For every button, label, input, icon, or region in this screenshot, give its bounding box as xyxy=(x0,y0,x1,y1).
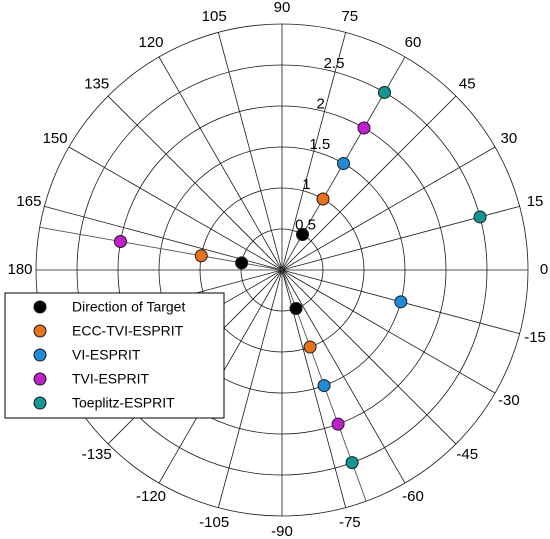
radial-tick-label: 1.5 xyxy=(309,136,330,153)
grid-spoke xyxy=(281,146,496,271)
angle-tick-label: 105 xyxy=(202,8,227,25)
legend-label: TVI-ESPRIT xyxy=(72,371,149,387)
legend-label: VI-ESPRIT xyxy=(72,347,141,363)
grid-spoke xyxy=(281,95,457,271)
legend-items: Direction of Target ECC-TVI-ESPRIT VI-ESPR… xyxy=(33,299,185,411)
angle-tick-label: 75 xyxy=(341,8,358,25)
grid-spoke xyxy=(281,269,496,394)
data-point xyxy=(303,340,317,354)
data-point xyxy=(357,121,371,135)
data-point xyxy=(473,210,487,224)
grid-spoke xyxy=(107,95,283,271)
radial-tick-label: 2.5 xyxy=(324,55,345,72)
angle-tick-label: 60 xyxy=(405,34,422,51)
angle-tick-label: 15 xyxy=(527,193,544,210)
angle-tick-label: 180 xyxy=(7,261,32,278)
data-point xyxy=(113,235,127,249)
angle-tick-label: -30 xyxy=(498,392,520,409)
data-point xyxy=(289,302,303,316)
grid-spoke xyxy=(68,146,283,271)
angle-labels: 0 15 30 45 60 75 90 105 120 135 150 165 180 -135 -120 -… xyxy=(7,0,548,539)
radial-labels: 0.511.522.5 xyxy=(295,55,344,234)
legend-marker xyxy=(33,396,47,410)
legend-label: ECC-TVI-ESPRIT xyxy=(72,323,184,339)
angle-tick-label: -75 xyxy=(339,514,361,531)
legend-marker xyxy=(33,372,47,386)
data-point xyxy=(317,379,331,393)
grid-spoke xyxy=(217,32,283,271)
angle-tick-label: -120 xyxy=(136,488,166,505)
angle-tick-label: -15 xyxy=(524,329,546,346)
legend-marker xyxy=(33,348,47,362)
data-point xyxy=(194,249,208,263)
guide-lines xyxy=(39,56,406,502)
legend-label: Direction of Target xyxy=(72,299,185,315)
angle-tick-label: 90 xyxy=(274,0,291,16)
grid-spoke xyxy=(281,32,347,271)
angle-tick-label: -90 xyxy=(271,523,293,539)
angle-tick-label: 45 xyxy=(459,76,476,93)
angle-tick-label: 150 xyxy=(43,130,68,147)
angle-tick-label: 120 xyxy=(138,34,163,51)
data-point xyxy=(235,256,249,270)
data-point xyxy=(345,456,359,470)
data-point xyxy=(337,156,350,170)
angle-tick-label: 30 xyxy=(501,130,518,147)
angle-tick-label: -105 xyxy=(199,514,229,531)
data-point xyxy=(331,417,345,431)
data-point xyxy=(296,227,309,241)
data-point xyxy=(316,192,330,206)
grid-spoke xyxy=(281,269,457,445)
angle-tick-label: 165 xyxy=(16,193,41,210)
legend-marker xyxy=(33,324,47,338)
legend-label: Toeplitz-ESPRIT xyxy=(72,395,175,411)
grid-spoke xyxy=(217,269,283,508)
data-points xyxy=(113,85,487,470)
radial-tick-label: 1 xyxy=(302,176,310,193)
legend-marker xyxy=(33,300,47,314)
grid-spoke xyxy=(158,56,283,271)
radial-tick-label: 2 xyxy=(316,95,324,112)
angle-tick-label: -60 xyxy=(402,488,424,505)
angle-tick-label: 135 xyxy=(84,76,109,93)
grid-spoke xyxy=(281,269,406,484)
data-point xyxy=(394,295,408,309)
data-point xyxy=(378,85,391,99)
angle-tick-label: 0 xyxy=(540,261,548,278)
legend: Direction of Target ECC-TVI-ESPRIT VI-ESPR… xyxy=(4,292,225,419)
angle-tick-label: -45 xyxy=(456,446,478,463)
angle-tick-label: -135 xyxy=(82,446,112,463)
